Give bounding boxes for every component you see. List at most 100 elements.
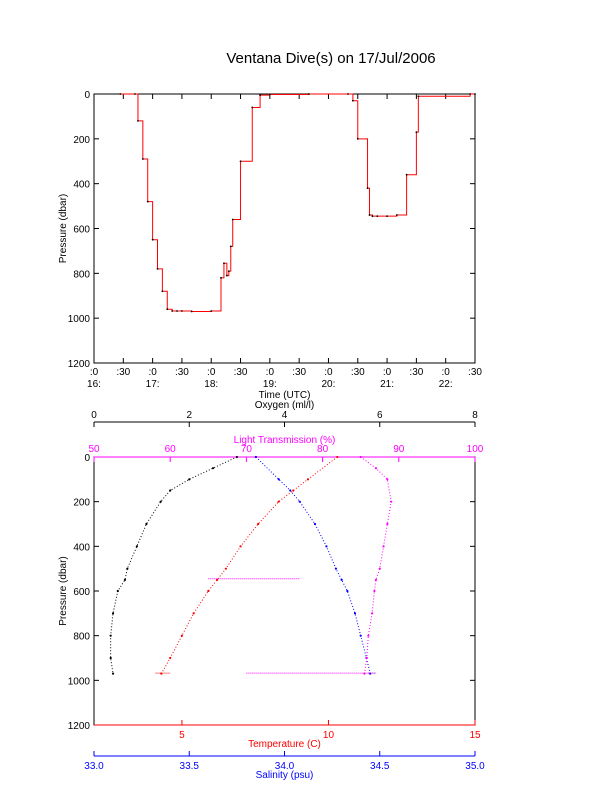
- x-tick-label: :30: [292, 367, 306, 378]
- temperature-data-point: [207, 589, 210, 593]
- salinity-data-point: [340, 578, 343, 581]
- light-data-point: [390, 500, 393, 503]
- x-tick-label: :30: [468, 367, 482, 378]
- pressure-data-point: [227, 270, 230, 272]
- pressure-data-point: [181, 310, 183, 312]
- pressure-data-point: [210, 310, 213, 312]
- oxygen-tick-label: 8: [472, 410, 478, 421]
- salinity-tick-label: 33.0: [84, 761, 104, 772]
- pressure-data-point: [231, 218, 234, 221]
- salinity-data-point: [359, 634, 362, 637]
- pressure-data-point: [171, 310, 174, 312]
- salinity-tick-label: 35.0: [465, 761, 485, 772]
- pressure-data-point: [268, 93, 271, 96]
- y-tick-label: 600: [73, 225, 90, 236]
- plot-frame-top: [93, 93, 476, 364]
- salinity-data-point: [353, 612, 357, 615]
- y-tick-label: 200: [73, 135, 90, 146]
- profile-y-tick-label: 800: [73, 632, 90, 643]
- pressure-data-point: [229, 245, 232, 248]
- light-data-point: [382, 545, 385, 548]
- x-tick-label-hour: 21:: [380, 379, 394, 390]
- y-axis-title: Pressure (dbar): [58, 194, 69, 263]
- light-tick-label: 100: [467, 444, 484, 455]
- light-tick-label: 50: [88, 444, 100, 455]
- oxygen-data-point: [211, 467, 215, 470]
- oxygen-data-point: [235, 455, 238, 459]
- x-tick-label: :0: [442, 367, 451, 378]
- x-tick-label: :0: [148, 367, 157, 378]
- oxygen-profile-line: [110, 456, 238, 674]
- x-tick-label: :30: [116, 367, 130, 378]
- pressure-data-point: [225, 274, 228, 277]
- salinity-tick-label: 34.0: [275, 761, 295, 772]
- y-tick-label: 1200: [68, 359, 91, 370]
- temperature-profile-line: [160, 456, 338, 674]
- pressure-data-point: [308, 93, 310, 95]
- salinity-tick-label: 33.5: [180, 761, 200, 772]
- pressure-data-point: [134, 93, 136, 95]
- x-tick-label-hour: 18:: [204, 379, 218, 390]
- light-tick-label: 60: [165, 444, 177, 455]
- light-tick-label: 80: [317, 444, 329, 455]
- pressure-data-point: [386, 215, 388, 218]
- oxygen-tick-label: 0: [91, 410, 97, 421]
- pressure-data-point: [347, 93, 349, 95]
- profile-y-tick-label: 0: [84, 453, 90, 464]
- light-data-point: [374, 578, 378, 581]
- pressure-data-point: [395, 214, 398, 216]
- temperature-data-point: [239, 545, 242, 548]
- oxygen-tick-label: 2: [186, 410, 192, 421]
- salinity-data-point: [325, 545, 328, 548]
- temperature-axis-title: Temperature (C): [248, 739, 321, 750]
- pressure-data-point: [239, 160, 242, 163]
- pressure-data-point: [156, 267, 159, 270]
- light-data-point: [373, 589, 376, 593]
- pressure-data-point: [417, 95, 420, 98]
- temperature-data-point: [277, 500, 280, 503]
- pressure-data-point: [259, 94, 261, 97]
- x-tick-label-hour: 20:: [322, 379, 336, 390]
- profile-y-axis-title: Pressure (dbar): [58, 556, 69, 625]
- pressure-data-point: [119, 93, 122, 95]
- x-tick-label-hour: 17:: [146, 379, 160, 390]
- salinity-data-point: [254, 455, 258, 459]
- light-data-point: [367, 634, 370, 637]
- pressure-data-point: [176, 310, 178, 312]
- pressure-data-point: [220, 276, 222, 279]
- temperature-data-point: [215, 578, 219, 581]
- temperature-data-point: [336, 455, 339, 459]
- y-tick-label: 400: [73, 180, 90, 191]
- pressure-data-point: [351, 99, 354, 102]
- temperature-data-point: [180, 634, 184, 637]
- x-tick-label-hour: 16:: [87, 379, 101, 390]
- salinity-profile-line: [255, 456, 371, 674]
- pressure-data-point: [166, 308, 169, 311]
- light-data-point: [365, 656, 368, 660]
- x-tick-label: :0: [383, 367, 392, 378]
- oxygen-tick-label: 4: [282, 410, 288, 421]
- oxygen-data-point: [159, 500, 162, 503]
- x-tick-label-hour: 19:: [263, 379, 277, 390]
- pressure-data-point: [137, 120, 139, 122]
- oxygen-data-point: [109, 656, 112, 660]
- x-tick-label: :30: [351, 367, 365, 378]
- oxygen-data-point: [126, 567, 129, 570]
- pressure-data-point: [251, 106, 254, 109]
- x-tick-label: :30: [234, 367, 248, 378]
- salinity-tick-label: 34.5: [370, 761, 390, 772]
- x-axis-title: Time (UTC): [259, 390, 311, 401]
- x-tick-label: :0: [266, 367, 275, 378]
- pressure-data-point: [223, 262, 225, 265]
- light-data-point: [374, 467, 378, 470]
- x-tick-label: :0: [90, 367, 99, 378]
- salinity-data-point: [298, 500, 301, 503]
- temperature-data-point: [257, 522, 260, 526]
- pressure-data-point: [161, 290, 164, 293]
- oxygen-data-point: [116, 589, 119, 593]
- chart-title: Ventana Dive(s) on 17/Jul/2006: [226, 50, 436, 67]
- temperature-data-point: [192, 612, 195, 615]
- oxygen-data-point: [169, 489, 172, 492]
- pressure-data-point: [141, 158, 144, 160]
